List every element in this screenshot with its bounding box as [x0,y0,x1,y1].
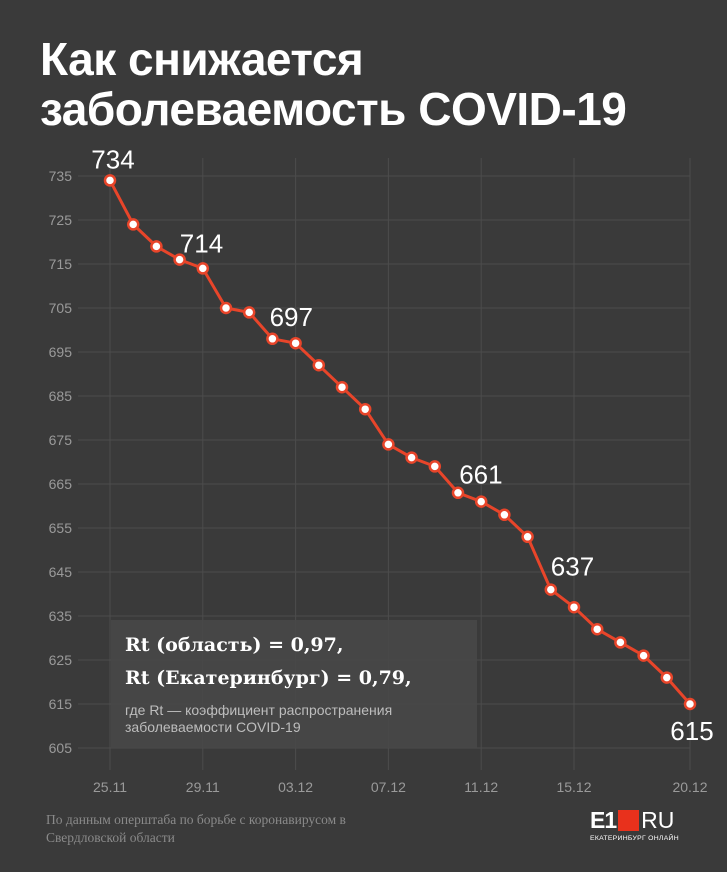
data-points [103,174,697,711]
data-point [266,332,279,346]
data-label: 661 [459,460,502,490]
data-point [521,530,534,544]
y-axis-ticks: 605 615 625 635 645 655 665 675 685 695 705 715 725 7… [49,168,73,756]
data-point [103,174,117,187]
data-point [660,671,674,684]
y-tick-label: 675 [49,432,73,448]
x-tick-label: 25.11 [93,779,127,795]
data-point [335,380,349,394]
x-tick-label: 29.11 [186,779,220,795]
y-tick-label: 625 [49,652,73,668]
data-label: 697 [270,302,313,332]
x-tick-label: 20.12 [672,779,707,795]
data-label: 615 [670,716,713,746]
y-tick-label: 705 [49,300,73,316]
data-point [544,583,558,596]
data-label: 714 [180,228,223,258]
x-tick-label: 03.12 [278,779,313,795]
chart-title: Как снижается заболеваемость COVID-19 [40,33,627,135]
data-point [614,636,627,649]
data-point [590,622,604,636]
data-point [567,600,581,614]
y-tick-label: 605 [49,740,73,756]
data-point [451,486,465,500]
data-labels: 734 714 697 661 637 615 [91,144,713,746]
y-tick-label: 635 [49,608,73,624]
y-tick-label: 655 [49,520,73,536]
data-point [498,508,511,522]
y-tick-label: 725 [49,212,73,228]
data-point [150,240,163,253]
rt-info-box: Rt (область) = 0,97, Rt (Екатеринбург) =… [111,620,477,748]
data-point [219,301,233,315]
source-note: По данным оперштаба по борьбе с коронави… [46,812,346,845]
logo-wordmark: E1 RU [590,806,675,833]
data-point [428,460,442,473]
data-label: 734 [91,144,134,174]
data-point [358,402,372,416]
y-tick-label: 715 [49,256,73,272]
data-label: 637 [551,552,594,582]
y-tick-label: 645 [49,564,73,580]
y-tick-label: 735 [49,168,73,184]
x-tick-label: 15.12 [556,779,591,795]
data-point [637,649,650,662]
y-tick-label: 685 [49,388,73,404]
x-tick-label: 07.12 [371,779,406,795]
rt-region-text: Rt (область) = 0,97, [125,634,344,656]
data-point [242,306,256,319]
data-point [382,438,395,451]
rt-city-text: Rt (Екатеринбург) = 0,79, [125,667,412,689]
y-tick-label: 615 [49,696,73,712]
data-point [173,253,186,266]
data-point [126,218,140,231]
rt-definition-text: где Rt — коэффициент распространения заб… [125,702,393,735]
logo-ru-text: RU [641,806,675,833]
logo-square-icon [618,809,640,831]
data-point [289,336,302,350]
data-point [312,358,326,372]
data-point [683,697,697,711]
logo-e1-text: E1 [590,806,617,833]
logo-subtitle: ЕКАТЕРИНБУРГ ОНЛАЙН [590,835,679,842]
data-point [196,262,210,275]
y-tick-label: 665 [49,476,73,492]
data-point [474,495,488,508]
x-axis-ticks: 25.11 29.11 03.12 07.12 11.12 15.12 20.12 [93,779,708,795]
e1-logo[interactable]: E1 RU ЕКАТЕРИНБУРГ ОНЛАЙН [590,806,690,844]
x-tick-label: 11.12 [464,779,498,795]
data-point [405,451,418,464]
y-tick-label: 695 [49,344,73,360]
